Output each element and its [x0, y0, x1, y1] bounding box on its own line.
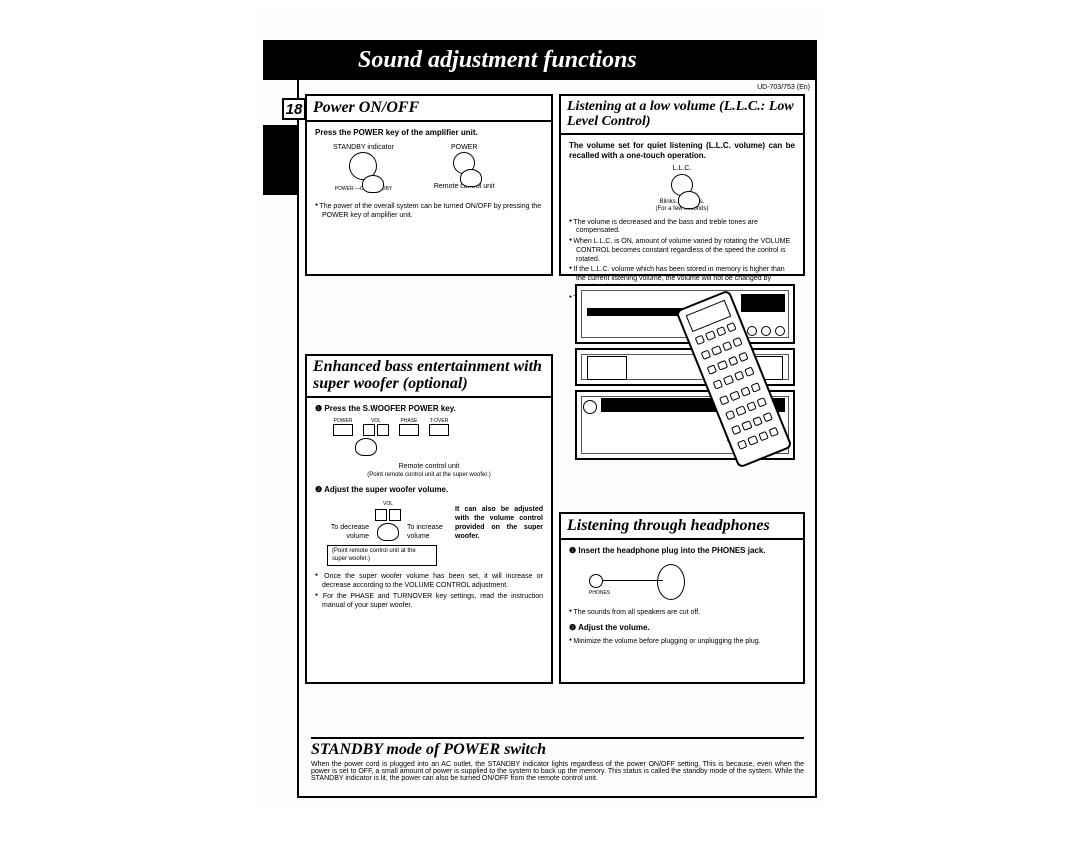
box-headphones: Listening through headphones ❶ Insert th…	[559, 512, 805, 684]
thumb-tab	[263, 125, 299, 195]
standby-block: STANDBY mode of POWER switch When the po…	[305, 737, 810, 782]
box-woofer-title: Enhanced bass entertainment with super w…	[307, 356, 551, 398]
power-illustration-row: STANDBY indicator POWER —ON STANDBY POWE…	[333, 144, 537, 193]
woofer-step2: ❷ Adjust the super woofer volume.	[315, 485, 543, 495]
llc-button-icon	[671, 174, 693, 196]
power-label: POWER	[434, 144, 495, 153]
earcup-icon	[657, 564, 685, 600]
box-power-body: Press the POWER key of the amplifier uni…	[307, 122, 551, 228]
woofer-vol-ill: To decrease volume VOL To increase volum…	[327, 501, 543, 541]
woofer-notes: Once the super woofer volume has been se…	[315, 572, 543, 610]
power-note-1: The power of the overall system can be t…	[315, 202, 543, 221]
box-hp-title: Listening through headphones	[561, 514, 803, 540]
power-instruction: Press the POWER key of the amplifier uni…	[315, 128, 543, 138]
woofer-remote-label: Remote control unit	[315, 463, 543, 472]
document-id: UD-703/753 (En)	[757, 84, 810, 91]
box-woofer: Enhanced bass entertainment with super w…	[305, 354, 553, 684]
standby-dial-ill: STANDBY indicator POWER —ON STANDBY	[333, 144, 394, 193]
box-power: Power ON/OFF Press the POWER key of the …	[305, 94, 553, 276]
woofer-dec: To decrease volume	[327, 524, 369, 542]
manual-page: Sound adjustment functions 18 UD-703/753…	[260, 10, 820, 810]
woofer-buttons-ill: POWER VOL PHASE T-OVER	[333, 418, 543, 436]
headphone-illustration: PHONES	[589, 562, 709, 602]
stereo-system-illustration	[565, 284, 805, 509]
hand-icon	[460, 169, 482, 187]
hp-step1: ❶ Insert the headphone plug into the PHO…	[569, 546, 795, 556]
cable-icon	[603, 580, 663, 592]
box-power-title: Power ON/OFF	[307, 96, 551, 122]
remote-power-ill: POWER Remote control unit	[434, 144, 495, 193]
hp-step2: ❷ Adjust the volume.	[569, 623, 795, 633]
hp-notes1: The sounds from all speakers are cut off…	[569, 608, 795, 618]
woofer-step1: ❶ Press the S.WOOFER POWER key.	[315, 404, 543, 414]
box-llc: Listening at a low volume (L.L.C.: Low L…	[559, 94, 805, 276]
standby-text: When the power cord is plugged into an A…	[311, 761, 804, 782]
content-area: Power ON/OFF Press the POWER key of the …	[305, 94, 810, 790]
woofer-point2: (Point remote control unit at the super …	[327, 545, 437, 566]
box-woofer-body: ❶ Press the S.WOOFER POWER key. POWER VO…	[307, 398, 551, 618]
hp-note1: The sounds from all speakers are cut off…	[569, 608, 795, 618]
woofer-note2: For the PHASE and TURNOVER key settings,…	[315, 592, 543, 611]
phones-jack-icon	[589, 574, 603, 588]
page-number: 18	[282, 98, 306, 120]
remote-power-icon	[453, 152, 475, 174]
box-llc-title: Listening at a low volume (L.L.C.: Low L…	[561, 96, 803, 135]
power-dial-icon	[349, 152, 377, 180]
standby-label: STANDBY indicator	[333, 144, 394, 153]
standby-title: STANDBY mode of POWER switch	[311, 737, 804, 759]
hp-notes2: Minimize the volume before plugging or u…	[569, 637, 795, 647]
woofer-note1: Once the super woofer volume has been se…	[315, 572, 543, 591]
hand-icon	[678, 191, 700, 209]
llc-ill: L.L.C. Blinks. → Lights. (For a few seco…	[569, 165, 795, 214]
llc-b1: The volume is decreased and the bass and…	[569, 218, 795, 237]
box-hp-body: ❶ Insert the headphone plug into the PHO…	[561, 540, 803, 655]
btn-lbl-phase: PHASE	[399, 418, 419, 424]
llc-lead: The volume set for quiet listening (L.L.…	[569, 141, 795, 161]
woofer-hand-ill	[355, 438, 543, 459]
power-notes: The power of the overall system can be t…	[315, 202, 543, 221]
llc-b2: When L.L.C. is ON, amount of volume vari…	[569, 237, 795, 264]
woofer-also: It can also be adjusted with the volume …	[455, 506, 543, 541]
llc-label: L.L.C.	[569, 165, 795, 174]
woofer-inc: To increase volume	[407, 524, 449, 542]
hp-note2: Minimize the volume before plugging or u…	[569, 637, 795, 647]
btn-lbl-tover: T-OVER	[429, 418, 449, 424]
hand-icon	[362, 175, 384, 193]
woofer-remote-sub: (Point remote control unit at the super …	[315, 472, 543, 480]
btn-lbl-power: POWER	[333, 418, 353, 424]
